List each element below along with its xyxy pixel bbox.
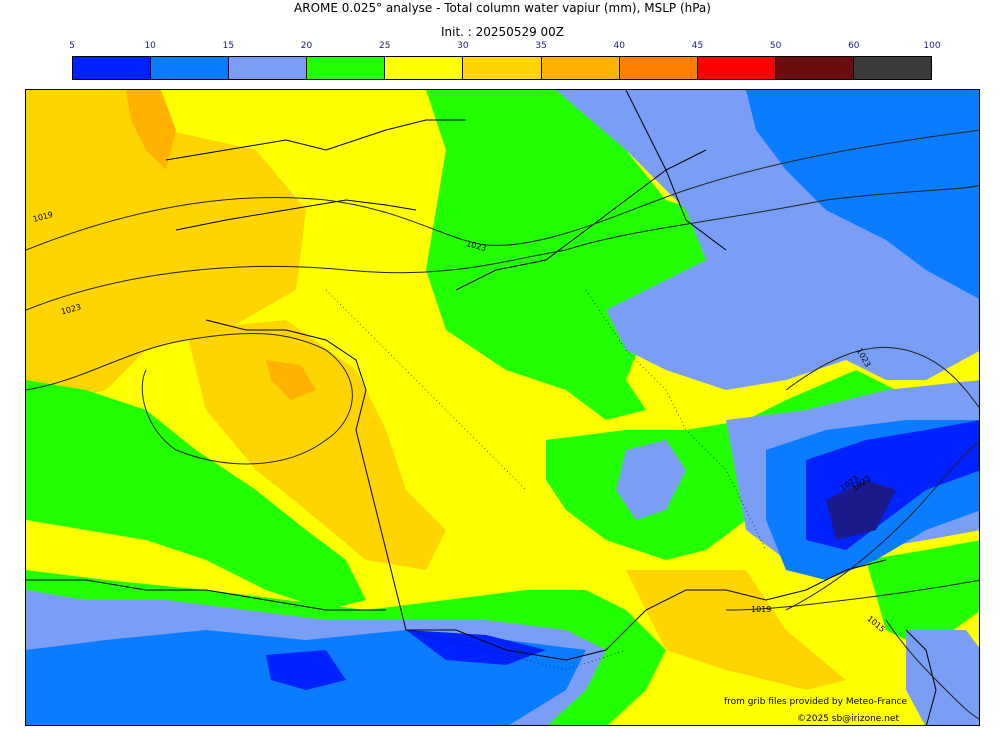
colorbar-tick-label: 25: [378, 41, 391, 51]
field-10-15-germany: [746, 90, 979, 299]
colorbar-tick-label: 60: [848, 41, 860, 51]
weather-map: 1019 1023 1023 1023 1023 1023 1019 1015: [25, 89, 980, 726]
border-east: [585, 289, 767, 551]
field-20-25-atlantic: [26, 380, 366, 610]
field-20-25-north: [426, 90, 746, 420]
isobar-line-3: [26, 332, 353, 465]
map-svg: 1019 1023 1023 1023 1023 1023 1019 1015: [26, 90, 979, 725]
colorbar-swatch: [541, 57, 620, 79]
colorbar-swatch: [73, 57, 152, 79]
copyright-credit: ©2025 sb@irizone.net: [797, 714, 899, 724]
colorbar-swatch: [619, 57, 698, 79]
colorbar-swatch: [229, 57, 308, 79]
field-30-35-west-france: [186, 320, 446, 570]
colorbar-tick-label: 40: [613, 41, 625, 51]
colorbar-swatch: [853, 57, 932, 79]
border-pyrenees: [405, 629, 627, 671]
uk-south-coast: [165, 119, 466, 161]
colorbar-swatch: [697, 57, 776, 79]
field-15-20-central: [616, 440, 686, 520]
colorbar-swatch: [385, 57, 464, 79]
corsica-coast: [905, 629, 937, 725]
isobar-line-1: [26, 129, 979, 251]
isobar-line-5: [785, 441, 979, 611]
colorbar-swatch: [151, 57, 230, 79]
netherlands-coast: [625, 90, 727, 251]
coastlines: [26, 90, 937, 725]
field-30-35-atlantic: [26, 90, 306, 410]
colorbar-swatch: [307, 57, 386, 79]
colorbar-tick-label: 20: [300, 41, 313, 51]
colorbar-tick-label: 35: [535, 41, 547, 51]
isobar-line-2: [26, 184, 979, 311]
france-west-coast: [205, 319, 407, 631]
data-credit: from grib files provided by Meteo-France: [724, 697, 908, 707]
field-20-25-italy: [866, 540, 979, 650]
field-min-alps: [826, 480, 896, 540]
spain-north-coast: [26, 579, 386, 611]
isobars: [26, 129, 979, 720]
isobar-line-6: [725, 579, 979, 611]
colorbar: [72, 56, 932, 80]
colorbar-tick-label: 50: [769, 41, 782, 51]
chart-title: AROME 0.025° analyse - Total column wate…: [294, 1, 711, 15]
colorbar-swatch: [775, 57, 854, 79]
borders: [325, 289, 767, 671]
field-35-40-brittany: [266, 360, 316, 400]
colorbar-tick-label: 5: [69, 41, 75, 51]
isobar-line-4: [785, 346, 979, 409]
field-15-20-corsica: [906, 630, 979, 725]
field-30-35-med: [626, 570, 846, 690]
isobar-label: 1019: [751, 605, 771, 614]
colorbar-swatch: [463, 57, 542, 79]
colorbar-tick-label: 30: [457, 41, 469, 51]
colorbar-tick-label: 15: [222, 41, 235, 51]
colorbar-tick-label: 10: [144, 41, 156, 51]
colorbar-tick-label: 100: [923, 41, 941, 51]
field-35-40-uk: [126, 90, 176, 170]
mediterranean-coast: [406, 559, 887, 661]
init-time: Init. : 20250529 00Z: [440, 25, 565, 39]
field-5-10-pyrenees-west: [266, 650, 346, 690]
uk-coast-2: [175, 199, 417, 231]
colorbar-tick-label: 45: [691, 41, 704, 51]
isobar-line-7: [885, 619, 979, 720]
